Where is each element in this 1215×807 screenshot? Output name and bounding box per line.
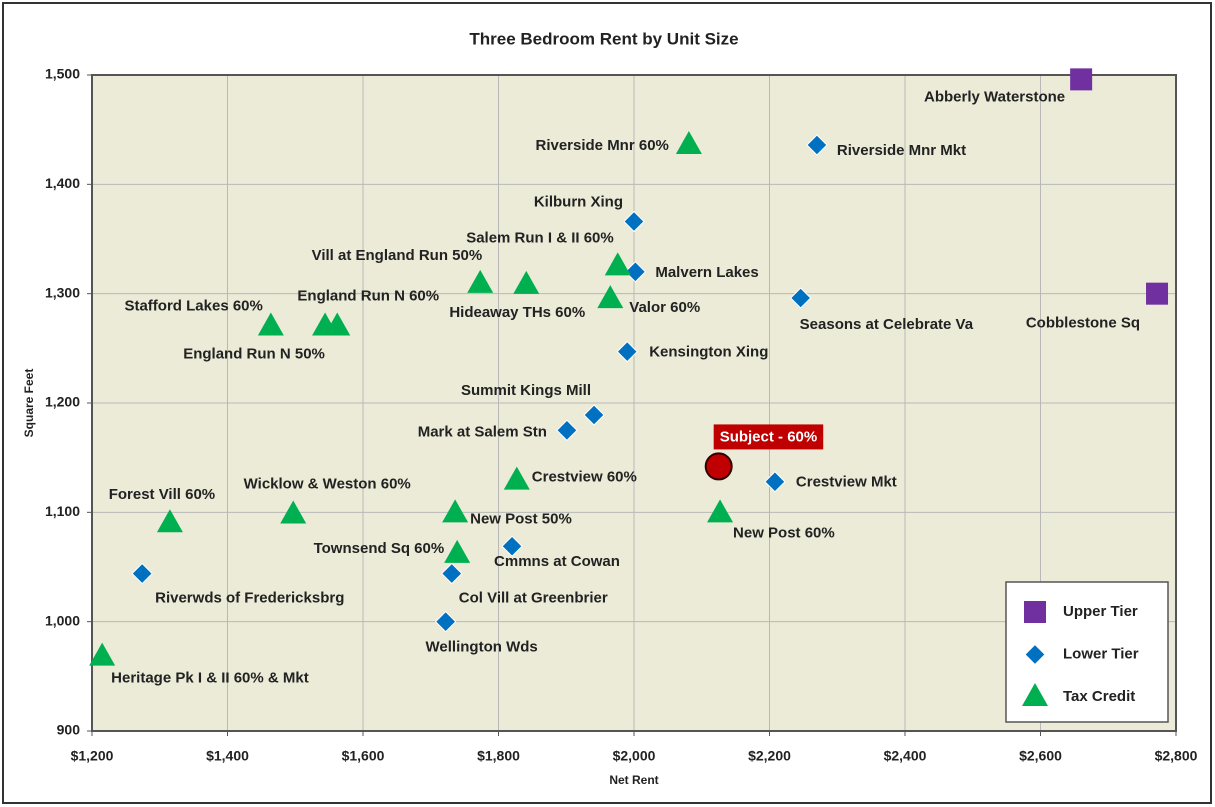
point-label: England Run N 60%	[297, 287, 439, 304]
point-label: Malvern Lakes	[655, 264, 758, 281]
y-tick-label: 1,100	[45, 503, 80, 519]
point-label: Abberly Waterstone	[924, 88, 1065, 105]
triangle-marker	[312, 312, 339, 336]
point-label: Kilburn Xing	[534, 193, 623, 210]
point-label: Mark at Salem Stn	[418, 423, 547, 440]
triangle-marker	[444, 539, 471, 563]
point-label: Townsend Sq 60%	[314, 540, 445, 557]
x-tick-label: $2,200	[748, 748, 791, 764]
diamond-marker	[764, 471, 786, 493]
y-tick-label: 1,000	[45, 612, 80, 628]
point-label: Riverwds of Fredericksbrg	[155, 590, 344, 607]
square-marker	[1024, 601, 1046, 623]
triangle-marker	[156, 509, 183, 533]
y-tick-label: 1,300	[45, 284, 80, 300]
legend-label: Lower Tier	[1063, 645, 1139, 662]
diamond-marker	[501, 535, 523, 557]
point-label: Crestview Mkt	[796, 474, 897, 491]
x-tick-label: $1,800	[477, 748, 520, 764]
triangle-marker	[467, 269, 494, 293]
point-label: Heritage Pk I & II 60% & Mkt	[111, 670, 309, 687]
marks	[89, 68, 1169, 666]
triangle-marker	[1022, 683, 1048, 706]
legend: Upper Tier Lower Tier Tax Credit	[1005, 581, 1169, 723]
plot-border	[91, 74, 1177, 732]
triangle-marker	[707, 499, 734, 523]
point-label: Salem Run I & II 60%	[466, 229, 614, 246]
point-label: Wellington Wds	[426, 639, 538, 656]
point-label: Riverside Mnr Mkt	[837, 142, 966, 159]
y-tick-label: 1,400	[45, 175, 80, 191]
legend-label: Upper Tier	[1063, 603, 1138, 620]
diamond-marker	[789, 287, 812, 309]
x-axis-label: Net Rent	[609, 773, 658, 787]
diamond-marker	[623, 210, 645, 233]
subject-label: Subject - 60%	[720, 428, 818, 445]
triangle-marker	[89, 642, 116, 666]
point-label: Vill at England Run 50%	[312, 247, 483, 264]
triangle-marker	[280, 500, 307, 524]
triangle-marker	[597, 285, 624, 309]
point-label: Stafford Lakes 60%	[124, 297, 262, 314]
point-label: England Run N 50%	[183, 345, 325, 362]
x-tick-label: $2,600	[1019, 748, 1062, 764]
square-marker	[1146, 282, 1169, 305]
x-tick-label: $1,200	[71, 748, 114, 764]
x-tick-label: $2,800	[1155, 748, 1198, 764]
diamond-marker	[624, 261, 647, 283]
y-tick-label: 1,200	[45, 394, 80, 410]
triangle-marker	[604, 252, 631, 276]
legend-label: Tax Credit	[1063, 688, 1135, 705]
point-label: Crestview 60%	[532, 469, 637, 486]
point-label: New Post 60%	[733, 524, 835, 541]
grid	[87, 74, 1177, 736]
x-tick-label: $2,000	[613, 748, 656, 764]
point-label: Valor 60%	[629, 299, 700, 316]
point-label: New Post 50%	[470, 510, 572, 527]
triangle-marker	[257, 312, 284, 336]
diamond-marker	[806, 134, 828, 156]
y-axis-label: Square Feet	[22, 369, 36, 438]
point-label: Seasons at Celebrate Va	[800, 316, 974, 333]
chart-title: Three Bedroom Rent by Unit Size	[469, 29, 738, 48]
triangle-marker	[503, 466, 530, 490]
triangle-marker	[442, 499, 469, 523]
diamond-marker	[441, 562, 463, 585]
y-tick-label: 900	[57, 722, 81, 738]
triangle-marker	[675, 130, 702, 154]
triangle-marker	[513, 270, 540, 294]
point-label: Wicklow & Weston 60%	[244, 475, 411, 492]
point-label: Hideaway THs 60%	[449, 304, 585, 321]
point-label: Col Vill at Greenbrier	[459, 590, 608, 607]
y-tick-label: 1,500	[45, 66, 80, 82]
diamond-marker	[434, 610, 457, 633]
x-tick-label: $1,600	[342, 748, 385, 764]
square-marker	[1070, 68, 1093, 91]
diamond-marker	[556, 419, 578, 442]
point-label: Cmmns at Cowan	[494, 553, 620, 570]
subject-label-bg	[713, 424, 824, 450]
diamond-marker	[583, 404, 605, 426]
subject-marker	[704, 452, 733, 481]
point-label: Kensington Xing	[649, 344, 768, 361]
diamond-marker	[131, 562, 153, 585]
point-label: Forest Vill 60%	[109, 486, 215, 503]
point-label: Riverside Mnr 60%	[535, 137, 668, 154]
x-tick-label: $2,400	[884, 748, 927, 764]
diamond-marker	[616, 340, 638, 363]
point-label: Summit Kings Mill	[461, 382, 591, 399]
x-tick-label: $1,400	[206, 748, 249, 764]
diamond-marker	[1024, 643, 1046, 666]
point-label: Cobblestone Sq	[1026, 315, 1140, 332]
